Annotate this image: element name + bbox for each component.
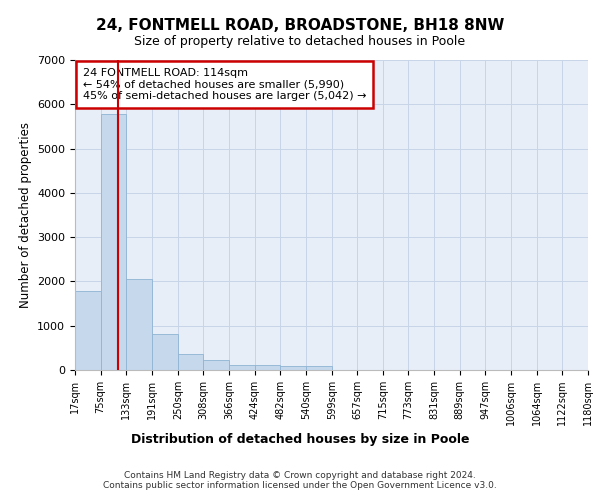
Bar (75, 291, 101, 370)
Bar (229, 365, 254, 370)
Y-axis label: Number of detached properties: Number of detached properties (19, 122, 32, 308)
Text: Contains HM Land Registry data © Crown copyright and database right 2024.: Contains HM Land Registry data © Crown c… (124, 471, 476, 480)
Text: 24 FONTMELL ROAD: 114sqm
← 54% of detached houses are smaller (5,990)
45% of sem: 24 FONTMELL ROAD: 114sqm ← 54% of detach… (83, 68, 366, 101)
Bar (305, 366, 332, 370)
Bar (178, 354, 203, 370)
Bar (203, 360, 229, 370)
Text: Size of property relative to detached houses in Poole: Size of property relative to detached ho… (134, 35, 466, 48)
Text: 24, FONTMELL ROAD, BROADSTONE, BH18 8NW: 24, FONTMELL ROAD, BROADSTONE, BH18 8NW (96, 18, 504, 32)
Text: Contains public sector information licensed under the Open Government Licence v3: Contains public sector information licen… (103, 481, 497, 490)
Bar (152, 334, 178, 370)
Bar (280, 366, 305, 370)
Bar (126, 279, 152, 370)
Bar (101, 114, 126, 370)
Text: Distribution of detached houses by size in Poole: Distribution of detached houses by size … (131, 432, 469, 446)
Bar (254, 365, 280, 370)
